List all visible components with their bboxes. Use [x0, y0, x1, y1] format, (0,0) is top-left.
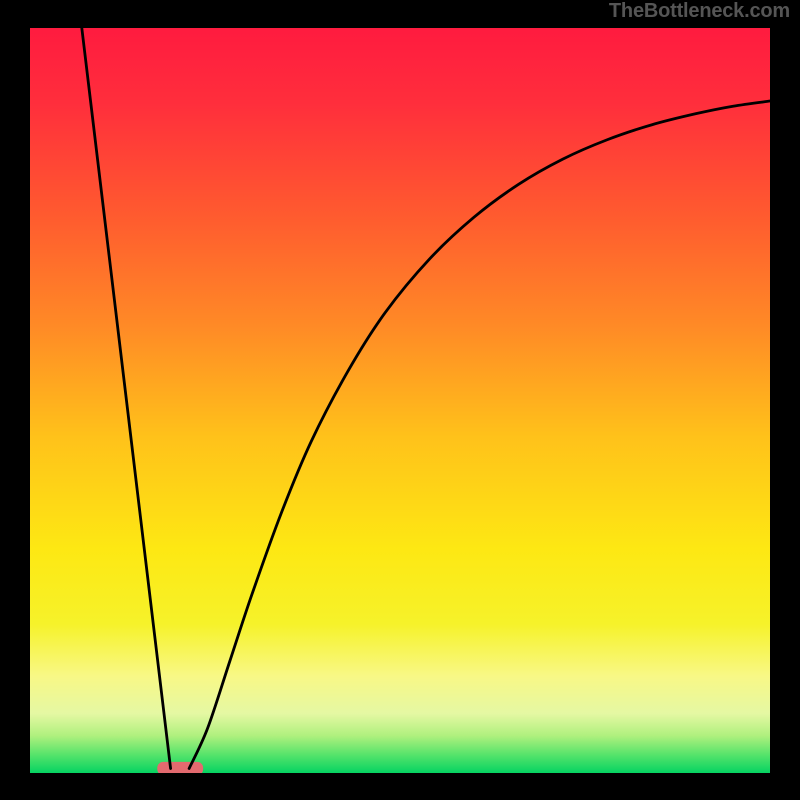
gradient-background — [30, 28, 770, 773]
optimal-marker — [157, 762, 203, 773]
source-label: TheBottleneck.com — [609, 0, 790, 23]
plot-area — [30, 28, 770, 773]
chart-frame: TheBottleneck.com — [0, 0, 800, 800]
plot-svg — [30, 28, 770, 773]
